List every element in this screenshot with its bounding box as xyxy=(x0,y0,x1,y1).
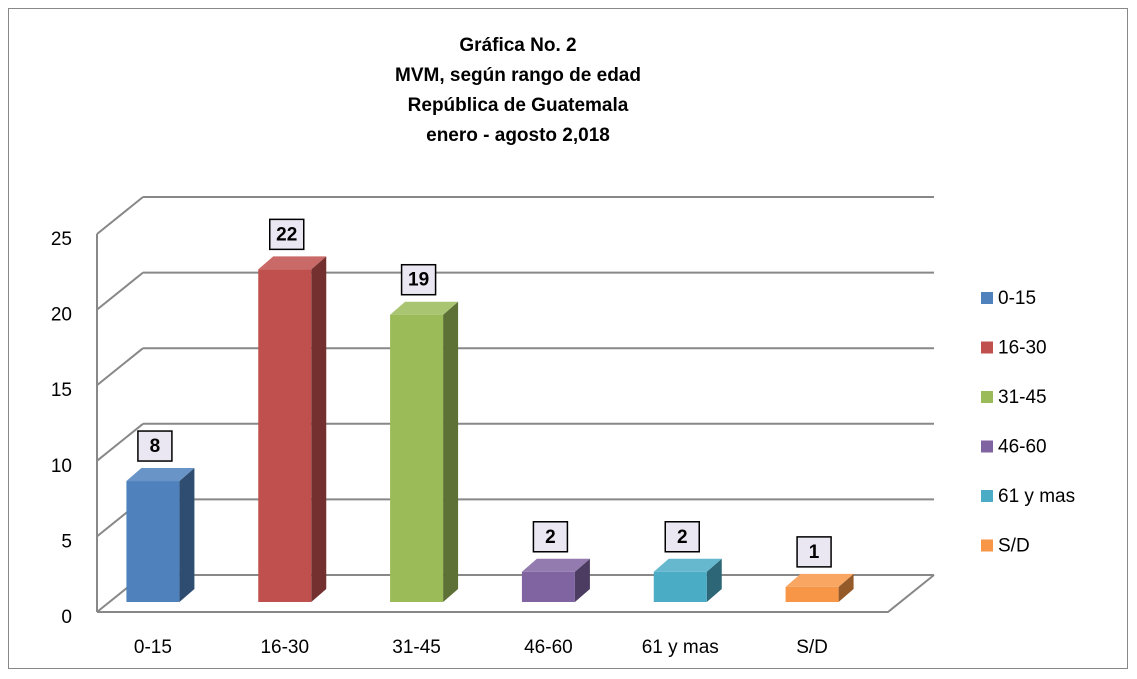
value-label-box xyxy=(664,521,700,553)
legend-label: 31-45 xyxy=(998,387,1047,408)
value-label: 2 xyxy=(545,527,556,548)
y-tick-label: 25 xyxy=(51,229,72,250)
bar-side xyxy=(838,573,854,602)
legend-swatch xyxy=(981,490,993,502)
value-label-box xyxy=(137,430,173,462)
bar-top xyxy=(521,558,590,572)
legend-swatch xyxy=(981,292,993,304)
floor xyxy=(97,574,935,613)
bar xyxy=(258,269,312,602)
bar-top xyxy=(258,256,327,270)
bar xyxy=(653,571,707,602)
legend-swatch xyxy=(981,391,993,403)
legend-label: 16-30 xyxy=(998,338,1047,359)
chart-title: MVM, según rango de edad xyxy=(395,65,641,86)
value-label: 19 xyxy=(408,270,429,291)
chart-title: Gráfica No. 2 xyxy=(459,35,576,56)
grid-line xyxy=(96,271,144,311)
bar-side xyxy=(311,256,327,602)
value-label: 2 xyxy=(677,527,688,548)
x-tick-label: S/D xyxy=(796,637,828,658)
chart-title: enero - agosto 2,018 xyxy=(426,125,610,146)
y-tick-label: 5 xyxy=(61,531,72,552)
legend-swatch xyxy=(981,539,993,552)
bar-side xyxy=(574,558,590,602)
x-tick-label: 61 y mas xyxy=(642,637,719,658)
bar-side xyxy=(706,558,722,602)
bar-side xyxy=(443,301,459,602)
y-tick-label: 10 xyxy=(51,456,72,477)
legend-label: 46-60 xyxy=(998,437,1047,458)
bar xyxy=(390,314,444,602)
y-tick-label: 15 xyxy=(51,380,72,401)
x-tick-label: 0-15 xyxy=(134,637,172,658)
grid-line xyxy=(96,196,144,235)
y-tick-label: 0 xyxy=(61,607,72,628)
y-tick-label: 20 xyxy=(51,305,72,326)
chart-border xyxy=(8,8,1128,669)
value-label-box xyxy=(796,536,832,568)
value-label: 1 xyxy=(809,542,820,563)
value-label-box xyxy=(532,521,569,553)
legend-label: 61 y mas xyxy=(998,486,1075,507)
bar-top xyxy=(390,301,459,315)
x-tick-label: 31-45 xyxy=(392,637,441,658)
bar xyxy=(785,586,839,602)
x-tick-label: 46-60 xyxy=(524,637,573,658)
legend-swatch xyxy=(981,440,993,453)
bar-top xyxy=(785,573,854,587)
legend-swatch xyxy=(981,341,993,354)
x-tick-label: 16-30 xyxy=(260,637,309,658)
bar xyxy=(126,481,180,602)
bar xyxy=(521,571,575,602)
value-label-box xyxy=(400,263,437,296)
legend-label: S/D xyxy=(998,536,1030,557)
bar-top xyxy=(126,468,195,482)
value-label-box xyxy=(269,218,305,251)
bar-top xyxy=(653,558,722,572)
grid-line xyxy=(96,347,144,386)
value-label: 22 xyxy=(276,224,297,245)
value-label: 8 xyxy=(150,436,161,457)
grid-line xyxy=(96,423,144,462)
legend-label: 0-15 xyxy=(998,288,1036,309)
bar-side xyxy=(179,468,195,602)
chart-title: República de Guatemala xyxy=(408,95,629,116)
